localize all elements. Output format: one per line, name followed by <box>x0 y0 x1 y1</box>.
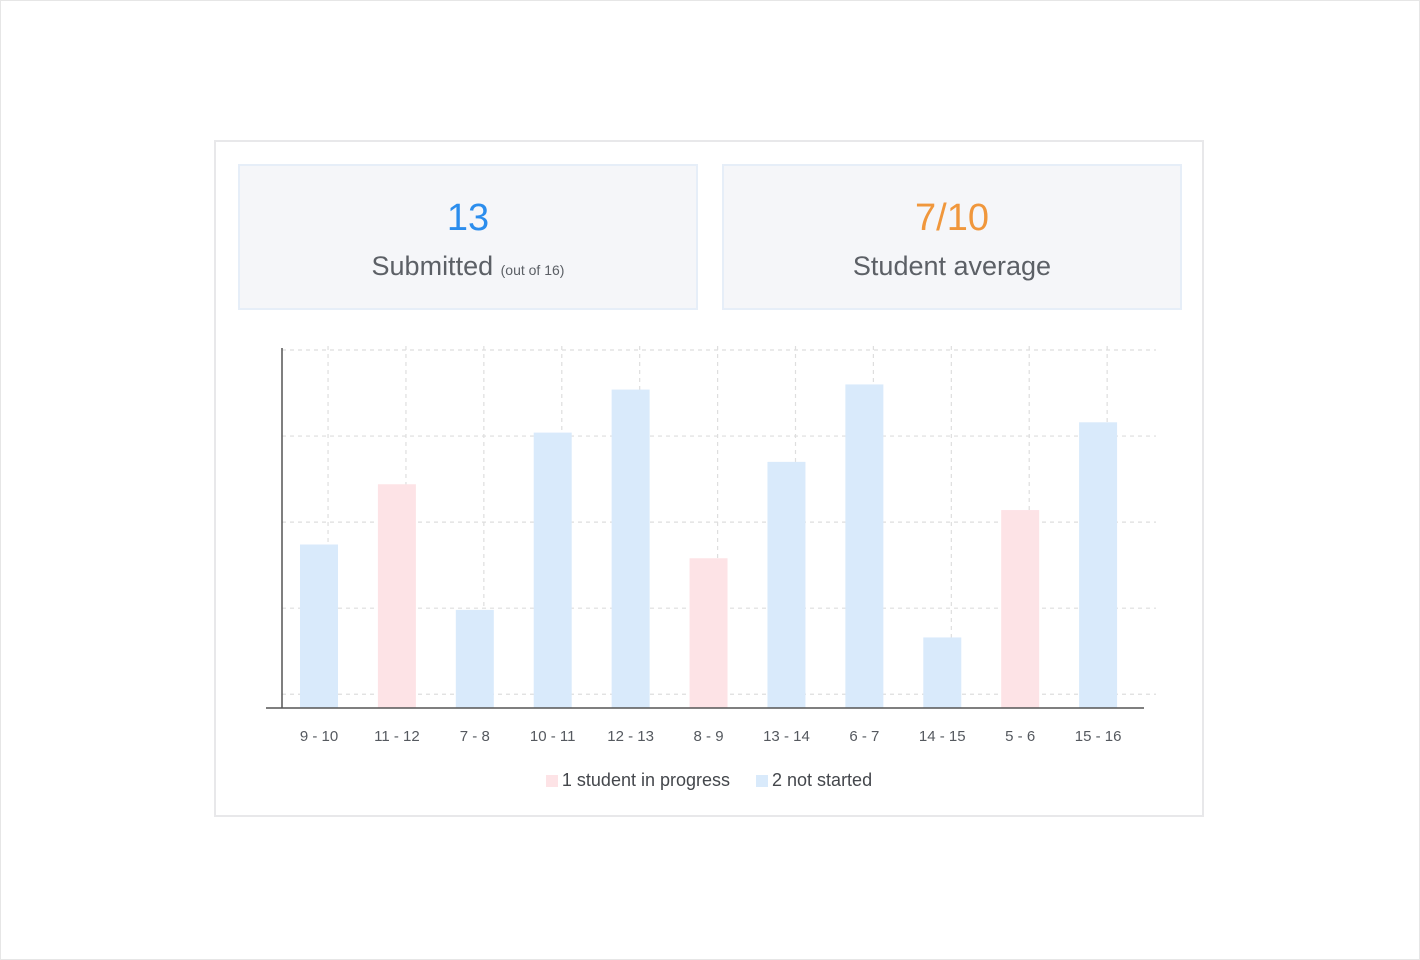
student-average-label: Student average <box>852 251 1052 281</box>
x-tick-label: 7 - 8 <box>460 728 490 745</box>
legend-swatch-not-started <box>756 774 769 787</box>
legend-item-not-started: 2 not started <box>756 770 872 791</box>
bar <box>611 389 650 708</box>
submitted-label: Submitted <box>371 251 494 281</box>
legend-label-not-started: 2 not started <box>772 770 873 790</box>
x-tick-label: 15 - 16 <box>1075 728 1122 745</box>
x-tick-label: 5 - 6 <box>1005 728 1035 745</box>
average-stat-box: 7/10 Student average <box>722 164 1182 310</box>
bar <box>1001 510 1040 708</box>
legend-label-in-progress: 1 student in progress <box>561 770 731 790</box>
x-tick-label: 11 - 12 <box>374 728 420 745</box>
bar <box>455 609 494 708</box>
submitted-count: 13 <box>446 197 490 239</box>
results-card: 13 Submitted (out of 16) 7/10 Student av… <box>214 140 1204 817</box>
x-tick-label: 13 - 14 <box>763 728 810 745</box>
bar <box>1079 422 1118 708</box>
submitted-stat-box: 13 Submitted (out of 16) <box>238 164 698 310</box>
submitted-label-row: Submitted (out of 16) <box>240 250 696 286</box>
bar <box>300 544 338 708</box>
submitted-out-of-note: (out of 16) <box>500 262 565 278</box>
bar <box>689 558 728 708</box>
bar <box>377 484 416 708</box>
student-average-value: 7/10 <box>915 197 989 239</box>
x-tick-label: 9 - 10 <box>300 728 338 745</box>
x-tick-label: 10 - 11 <box>530 728 576 745</box>
bar <box>533 432 572 708</box>
x-tick-label: 6 - 7 <box>849 728 879 745</box>
bar <box>845 384 884 708</box>
x-tick-label: 12 - 13 <box>607 728 654 745</box>
bar <box>767 461 806 708</box>
chart-legend: 1 student in progress 2 not started <box>216 770 1202 791</box>
bar <box>923 637 962 708</box>
legend-item-in-progress: 1 student in progress <box>545 770 731 791</box>
legend-swatch-in-progress <box>545 774 558 787</box>
x-tick-label: 14 - 15 <box>919 728 966 745</box>
x-tick-label: 8 - 9 <box>694 728 724 745</box>
bar-chart: 9 - 10 11 - 12 7 - 8 10 - 11 12 - 13 8 - 9 13 … <box>266 346 1156 745</box>
